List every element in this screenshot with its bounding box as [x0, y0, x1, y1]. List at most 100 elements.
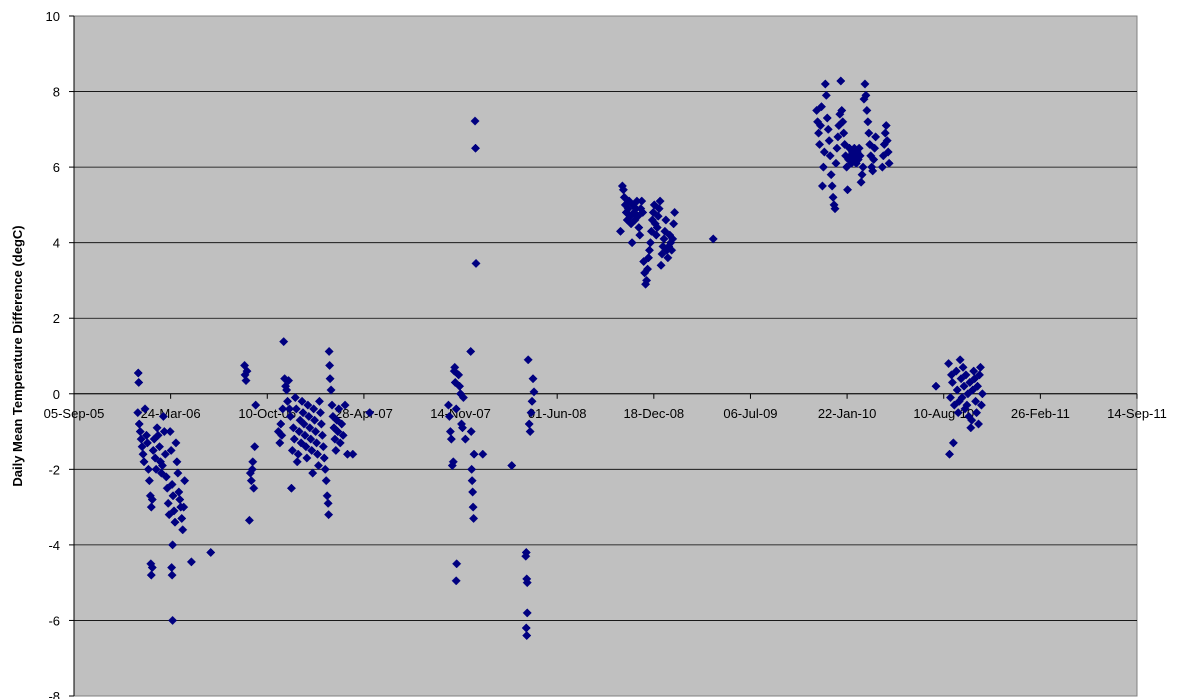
data-point: [146, 502, 156, 512]
data-point: [467, 464, 477, 474]
data-point: [522, 608, 532, 618]
data-point: [333, 427, 343, 437]
data-point: [151, 464, 161, 474]
data-point: [340, 400, 350, 410]
data-point: [242, 366, 252, 376]
data-point: [667, 245, 677, 255]
data-point: [646, 226, 656, 236]
data-point: [469, 513, 479, 523]
data-point: [307, 445, 317, 455]
y-axis: 10 8 6 4 2 0 -2 -4 -6 -8: [46, 9, 75, 699]
data-point: [967, 415, 977, 425]
data-point: [288, 423, 298, 433]
data-point: [285, 411, 296, 421]
data-point: [651, 230, 661, 240]
data-point: [301, 442, 311, 452]
data-point: [291, 404, 301, 414]
data-point: [466, 346, 476, 357]
data-point: [468, 487, 478, 497]
data-point: [836, 76, 846, 86]
x-tick-label: 01-Jun-08: [528, 406, 587, 421]
data-point: [827, 181, 837, 191]
data-point: [526, 408, 536, 418]
data-point: [143, 464, 153, 474]
data-point: [289, 434, 299, 444]
data-point: [294, 427, 304, 437]
data-point: [330, 434, 340, 444]
data-point: [478, 449, 488, 459]
data-point: [150, 453, 160, 463]
data-point: [966, 423, 976, 433]
data-point: [147, 563, 157, 573]
x-tick-label: 14-Nov-07: [430, 406, 491, 421]
data-point: [884, 158, 894, 168]
data-point: [869, 155, 879, 165]
data-point: [669, 219, 679, 229]
data-point: [638, 207, 648, 217]
data-point: [652, 223, 662, 233]
data-point: [820, 79, 830, 89]
data-point: [326, 385, 336, 395]
data-point: [443, 400, 454, 410]
data-point: [365, 408, 375, 418]
data-point: [977, 389, 987, 399]
data-point: [656, 260, 666, 270]
data-point: [660, 226, 670, 236]
data-point: [163, 498, 173, 508]
data-point: [470, 143, 481, 153]
x-tick-label: 22-Jan-10: [818, 406, 877, 421]
data-point: [525, 427, 535, 437]
data-point: [297, 396, 307, 406]
data-point: [313, 461, 324, 471]
data-point: [945, 393, 956, 403]
y-tick-label: -2: [48, 462, 60, 477]
data-point: [973, 419, 984, 429]
data-point: [293, 449, 303, 459]
data-point: [661, 215, 671, 225]
data-point: [312, 449, 323, 459]
data-point: [882, 136, 892, 146]
data-point: [323, 498, 333, 508]
data-point: [179, 502, 189, 512]
data-point: [947, 377, 957, 387]
data-point: [627, 238, 637, 248]
data-point: [655, 196, 665, 206]
data-point: [527, 396, 537, 406]
data-point: [250, 442, 260, 452]
data-point: [814, 139, 825, 149]
data-point: [206, 547, 216, 557]
data-point: [327, 400, 337, 410]
data-point: [469, 449, 479, 459]
data-point: [843, 185, 853, 195]
data-point: [298, 408, 308, 418]
data-point: [167, 479, 177, 489]
data-point: [529, 387, 539, 397]
data-point: [286, 483, 296, 493]
data-point: [817, 181, 828, 191]
data-point: [165, 427, 175, 437]
data-point: [637, 196, 647, 206]
data-point: [306, 434, 316, 444]
data-point: [338, 430, 348, 440]
data-point: [287, 445, 297, 455]
data-point: [522, 631, 532, 641]
data-point: [880, 128, 890, 138]
x-tick-label: 06-Jul-09: [723, 406, 777, 421]
data-point: [814, 128, 824, 138]
data-point: [958, 362, 968, 372]
y-tick-label: 10: [46, 9, 60, 24]
data-point: [643, 253, 654, 263]
data-point: [448, 457, 458, 467]
data-point: [186, 557, 196, 567]
data-point: [310, 415, 320, 425]
data-point: [863, 117, 873, 127]
y-axis-title: Daily Mean Temperature Difference (degC): [10, 225, 25, 486]
data-point: [309, 404, 319, 414]
data-point: [142, 438, 152, 448]
data-point: [249, 483, 259, 493]
data-point: [450, 362, 460, 372]
data-point: [321, 476, 331, 486]
data-point: [832, 143, 842, 153]
x-tick-label: 14-Sep-11: [1107, 406, 1167, 421]
data-point: [460, 434, 470, 444]
